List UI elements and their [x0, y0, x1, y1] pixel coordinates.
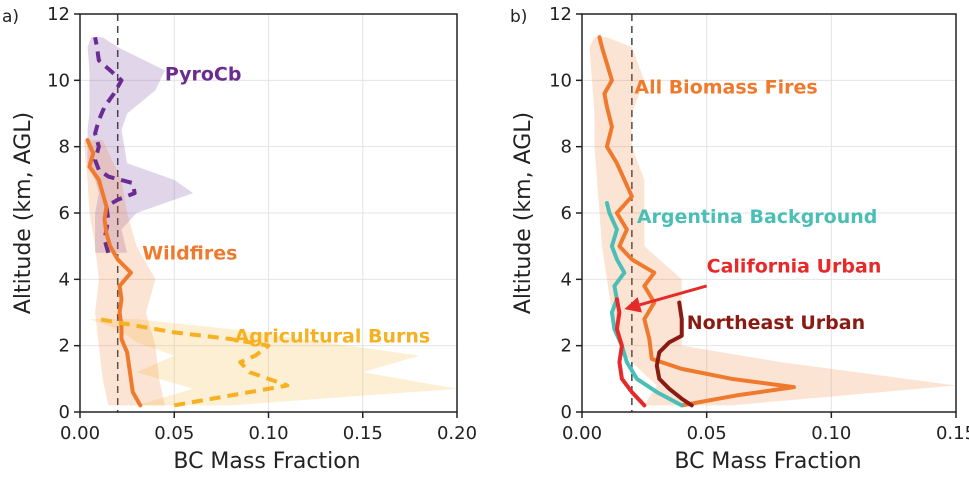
y-tick-label: 6 — [561, 203, 572, 224]
x-tick-label: 0.05 — [154, 423, 194, 444]
wildfires-annotation: Wildfires — [142, 242, 237, 264]
panel-a-annotations: PyroCb Wildfires Agricultural Burns — [142, 63, 430, 347]
y-tick-label: 8 — [561, 137, 572, 158]
northeast-urban-annotation: Northeast Urban — [687, 312, 865, 334]
y-tick-label: 2 — [59, 336, 70, 357]
x-tick-label: 0.15 — [936, 423, 969, 444]
panel-a-label: a) — [2, 7, 19, 27]
y-tick-label: 4 — [59, 269, 70, 290]
agricultural-burns-annotation: Agricultural Burns — [235, 325, 431, 347]
y-tick-label: 8 — [59, 137, 70, 158]
panel-b-lines — [597, 35, 796, 408]
california-urban-arrowhead — [624, 297, 642, 313]
panel-a-y-axis-label: Altitude (km, AGL) — [11, 112, 36, 314]
pyrocb-line — [93, 36, 137, 254]
panel-b-x-axis-label: BC Mass Fraction — [674, 449, 861, 474]
y-tick-label: 12 — [549, 4, 572, 25]
x-tick-label: 0.00 — [60, 423, 100, 444]
y-tick-label: 6 — [59, 203, 70, 224]
y-tick-label: 10 — [47, 70, 70, 91]
panel-a-bands — [83, 37, 458, 406]
wildfires-line — [85, 138, 143, 408]
panel-b-annotations: All Biomass Fires Argentina Background Cal… — [634, 77, 881, 334]
y-tick-label: 0 — [59, 402, 70, 423]
y-tick-label: 4 — [561, 269, 572, 290]
y-tick-label: 12 — [47, 4, 70, 25]
agricultural-burns-range-band — [89, 319, 458, 406]
panel-b: b) 0.00 0.05 0.10 0.15 0 2 4 6 8 10 12 BC Mass Fr… — [510, 4, 969, 474]
all-biomass-fires-line — [597, 35, 796, 408]
y-tick-label: 0 — [561, 402, 572, 423]
x-tick-label: 0.20 — [437, 423, 477, 444]
x-tick-label: 0.00 — [562, 423, 602, 444]
panel-a-x-ticks: 0.00 0.05 0.10 0.15 0.20 — [60, 412, 477, 444]
argentina-background-annotation: Argentina Background — [637, 206, 878, 228]
y-tick-label: 10 — [549, 70, 572, 91]
panel-b-y-ticks: 0 2 4 6 8 10 12 — [549, 4, 582, 423]
panel-b-y-axis-label: Altitude (km, AGL) — [511, 112, 536, 314]
california-urban-arrow — [639, 284, 708, 307]
x-tick-label: 0.05 — [687, 423, 727, 444]
wildfires-range-band — [83, 140, 165, 406]
panel-a-lines — [85, 36, 290, 408]
panel-a-y-ticks: 0 2 4 6 8 10 12 — [47, 4, 80, 423]
california-urban-line — [614, 297, 647, 408]
x-tick-label: 0.10 — [811, 423, 851, 444]
panel-a-x-axis-label: BC Mass Fraction — [173, 449, 360, 474]
northeast-urban-line — [654, 300, 694, 408]
x-tick-label: 0.15 — [343, 423, 383, 444]
all-biomass-fires-annotation: All Biomass Fires — [634, 77, 817, 99]
pyrocb-range-band — [87, 37, 194, 253]
panel-b-label: b) — [510, 7, 527, 27]
x-tick-label: 0.10 — [248, 423, 288, 444]
y-tick-label: 2 — [561, 336, 572, 357]
panel-b-x-ticks: 0.00 0.05 0.10 0.15 — [562, 412, 969, 444]
panel-a: a) 0.00 0.05 0.10 0.15 0.20 0 2 4 6 8 10 12 BC Mas… — [2, 4, 477, 474]
agricultural-burns-line — [98, 317, 290, 408]
california-urban-annotation: California Urban — [707, 256, 882, 278]
pyrocb-annotation: PyroCb — [165, 63, 242, 85]
